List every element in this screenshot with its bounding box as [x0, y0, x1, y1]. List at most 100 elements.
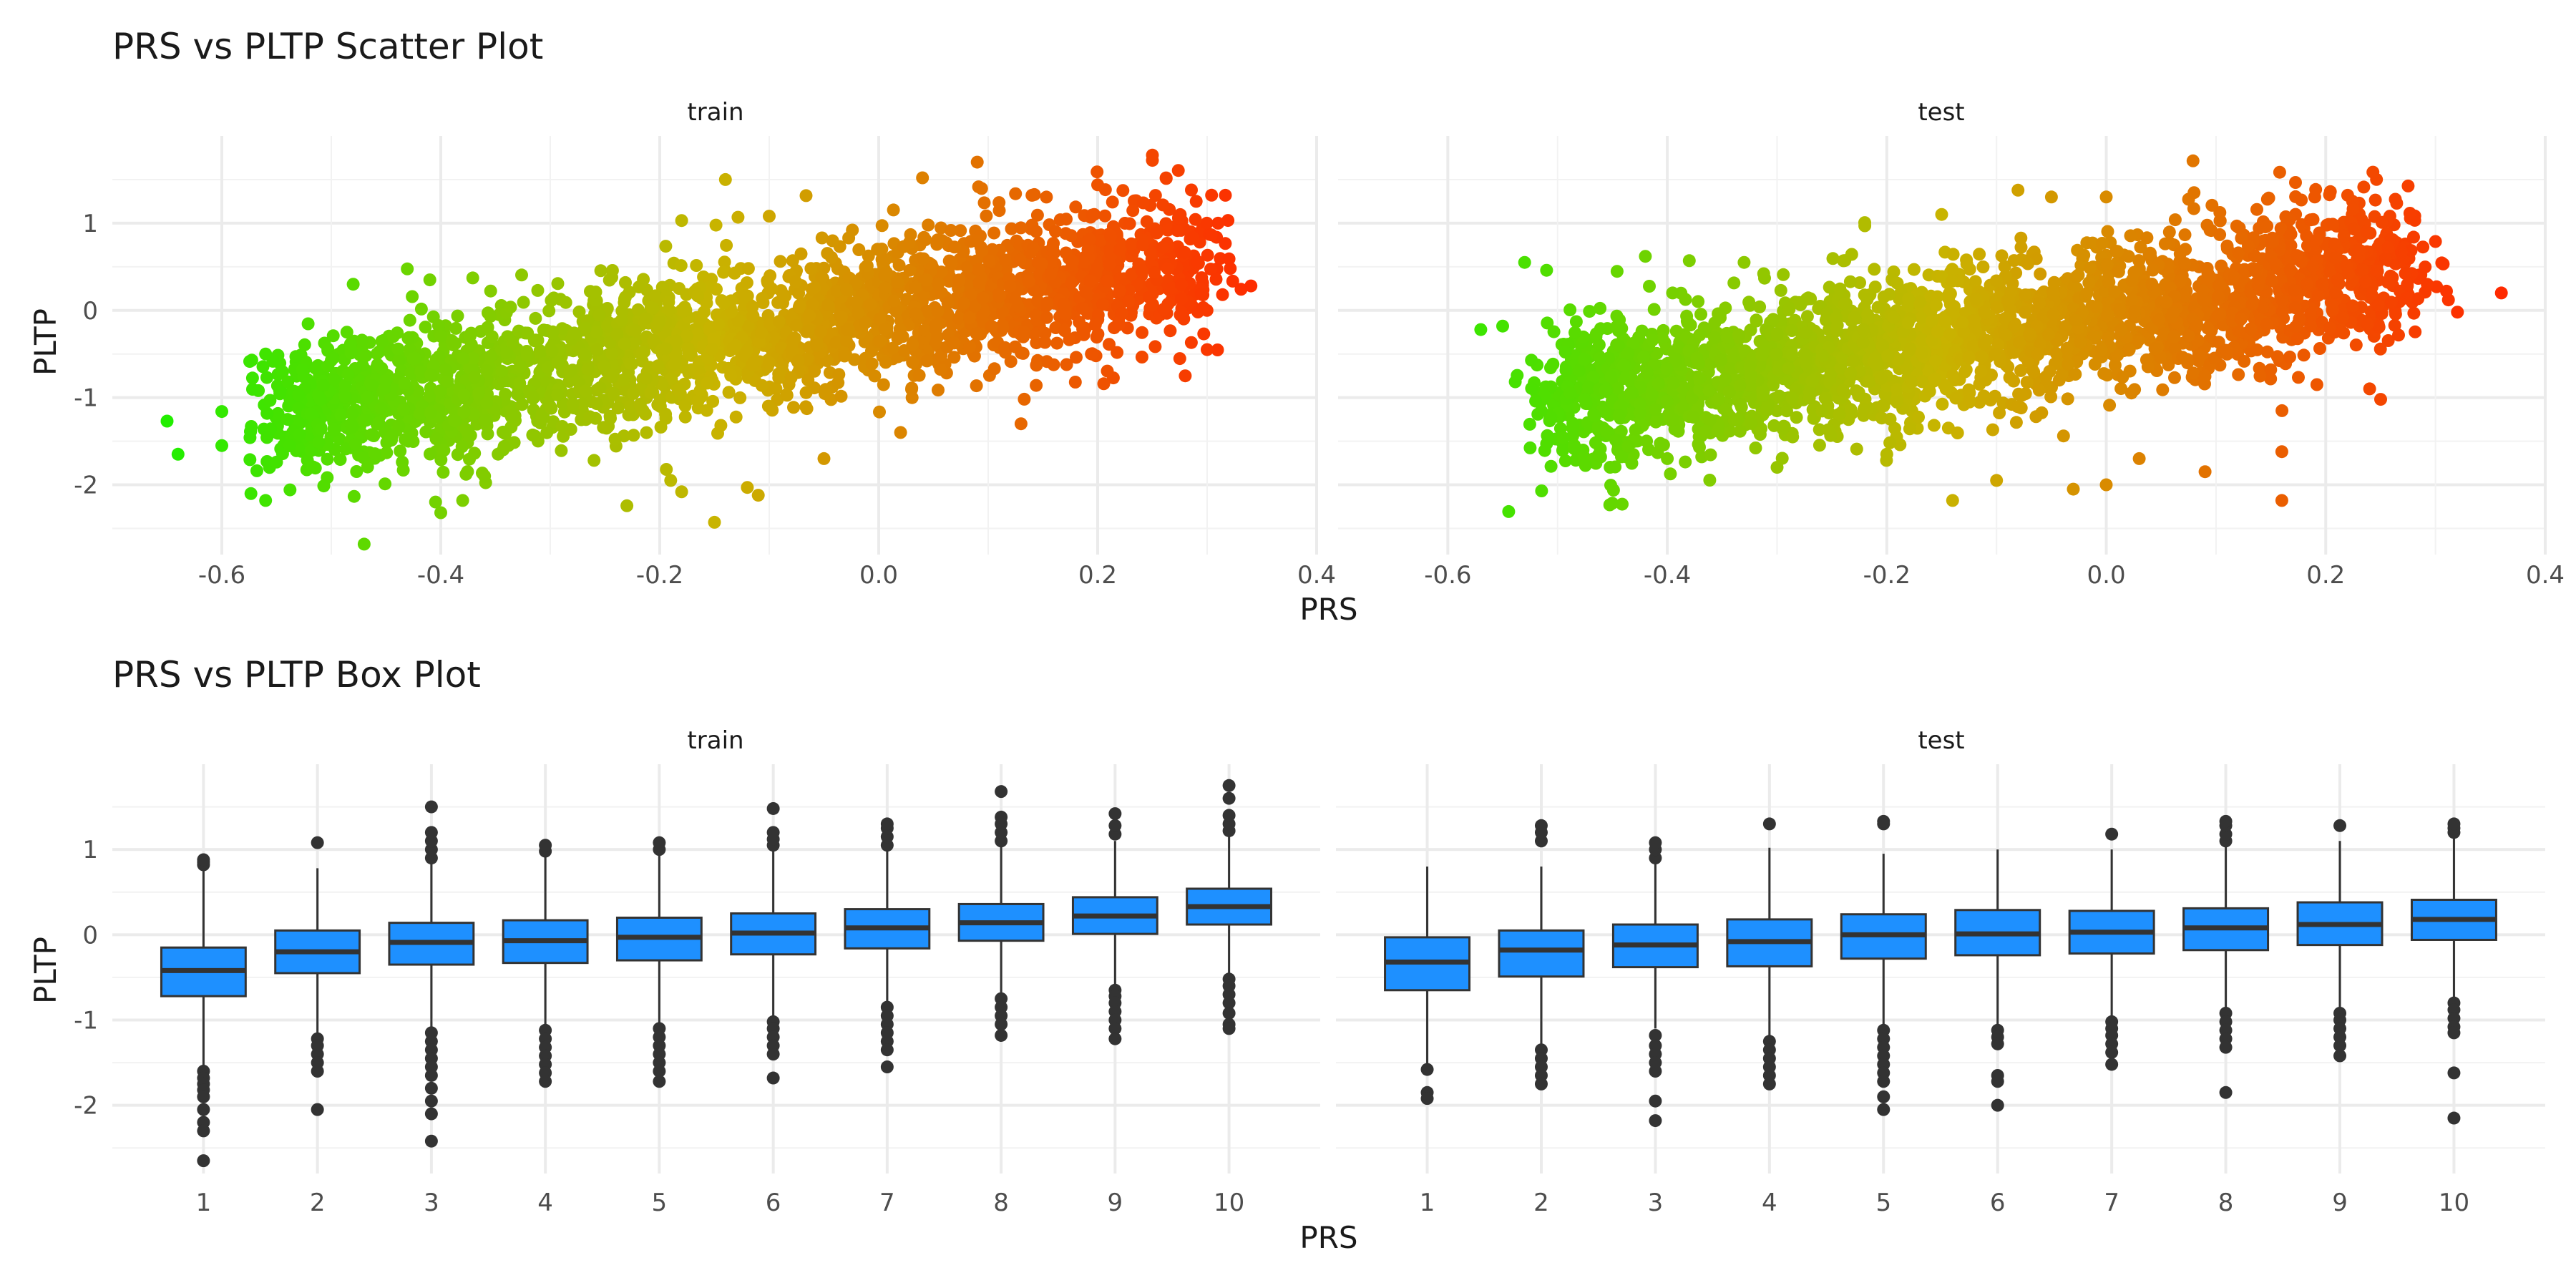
scatter-point	[1606, 484, 1620, 497]
scatter-point	[2014, 231, 2028, 245]
scatter-point	[1753, 300, 1767, 313]
scatter-point	[1040, 311, 1053, 324]
scatter-point	[355, 333, 369, 347]
scatter-point	[361, 460, 374, 474]
scatter-point	[738, 289, 751, 303]
scatter-point	[1047, 358, 1060, 371]
scatter-point	[1098, 209, 1112, 223]
scatter-point	[308, 462, 322, 475]
scatter-point	[691, 328, 704, 341]
scatter-point	[1750, 313, 1763, 327]
scatter-point	[1960, 257, 1974, 270]
scatter-point	[761, 399, 775, 413]
scatter-point	[563, 365, 577, 379]
scatter-point	[321, 359, 335, 373]
scatter-point	[527, 391, 540, 404]
scatter-point	[635, 346, 649, 359]
scatter-point	[1104, 230, 1117, 243]
scatter-point	[333, 453, 347, 467]
scatter-point	[1211, 343, 1224, 356]
scatter-point	[1544, 410, 1558, 424]
scatter-point	[1222, 252, 1236, 265]
scatter-point	[799, 386, 813, 399]
scatter-point	[909, 307, 922, 321]
scatter-point	[608, 432, 622, 446]
scatter-point	[424, 368, 437, 381]
scatter-point	[830, 284, 844, 298]
scatter-point	[970, 234, 984, 248]
scatter-point	[365, 379, 379, 392]
scatter-point	[1091, 165, 1104, 179]
scatter-point	[879, 265, 893, 279]
scatter-point	[1136, 238, 1149, 252]
scatter-point	[1927, 419, 1941, 432]
scatter-point	[171, 447, 185, 461]
scatter-point	[792, 301, 806, 313]
scatter-point	[1541, 316, 1554, 330]
scatter-point	[746, 309, 760, 323]
scatter-point	[892, 329, 906, 342]
scatter-point	[1113, 243, 1126, 256]
scatter-point	[2233, 221, 2246, 235]
scatter-point	[1148, 266, 1161, 279]
scatter-point	[891, 275, 904, 289]
scatter-point	[1030, 208, 1044, 222]
scatter-point	[1838, 254, 1852, 268]
scatter-point	[1083, 274, 1097, 288]
scatter-point	[259, 494, 273, 507]
scatter-point	[2389, 308, 2402, 321]
scatter-point	[243, 431, 257, 444]
scatter-point	[2141, 360, 2155, 374]
scatter-point	[748, 355, 761, 369]
scatter-point	[1093, 234, 1107, 248]
scatter-point	[1679, 455, 1692, 469]
scatter-point	[312, 436, 326, 449]
scatter-point	[2168, 342, 2182, 356]
scatter-point	[2381, 334, 2395, 347]
scatter-strip-test: test	[1918, 98, 1964, 127]
scatter-point	[468, 371, 482, 384]
scatter-point	[380, 446, 394, 459]
scatter-point	[1226, 274, 1239, 288]
scatter-point	[1743, 379, 1757, 392]
scatter-point	[2162, 225, 2176, 239]
scatter-point	[932, 277, 945, 291]
scatter-point	[1076, 302, 1090, 315]
scatter-point	[1857, 402, 1870, 416]
scatter-point	[301, 317, 315, 331]
scatter-point	[1163, 324, 1177, 338]
scatter-point	[985, 243, 999, 256]
scatter-point	[814, 325, 828, 338]
scatter-point	[2034, 267, 2047, 280]
scatter-point	[401, 262, 414, 275]
scatter-point	[945, 256, 958, 270]
scatter-point	[2306, 213, 2320, 226]
scatter-point	[504, 301, 517, 314]
scatter-point	[932, 384, 945, 397]
scatter-point	[767, 331, 781, 344]
scatter-point	[1070, 351, 1083, 364]
scatter-point	[256, 360, 270, 374]
scatter-point	[281, 375, 295, 389]
scatter-point	[263, 394, 277, 407]
scatter-point	[338, 379, 352, 392]
scatter-point	[1667, 376, 1680, 389]
scatter-point	[463, 452, 476, 466]
scatter-point	[481, 321, 494, 334]
scatter-point	[605, 264, 619, 277]
scatter-point	[2212, 278, 2225, 292]
scatter-point	[930, 323, 942, 336]
scatter-point	[708, 515, 721, 529]
scatter-point	[2080, 287, 2094, 300]
scatter-point	[1066, 255, 1079, 268]
scatter-point	[250, 464, 263, 477]
scatter-point	[970, 379, 983, 393]
scatter-point	[380, 436, 394, 449]
scatter-point	[587, 454, 601, 467]
scatter-point	[763, 269, 777, 283]
scatter-point	[2419, 260, 2432, 274]
scatter-point	[1583, 305, 1596, 318]
scatter-point	[1040, 190, 1053, 204]
scatter-point	[506, 409, 519, 421]
scatter-point	[2323, 265, 2337, 278]
